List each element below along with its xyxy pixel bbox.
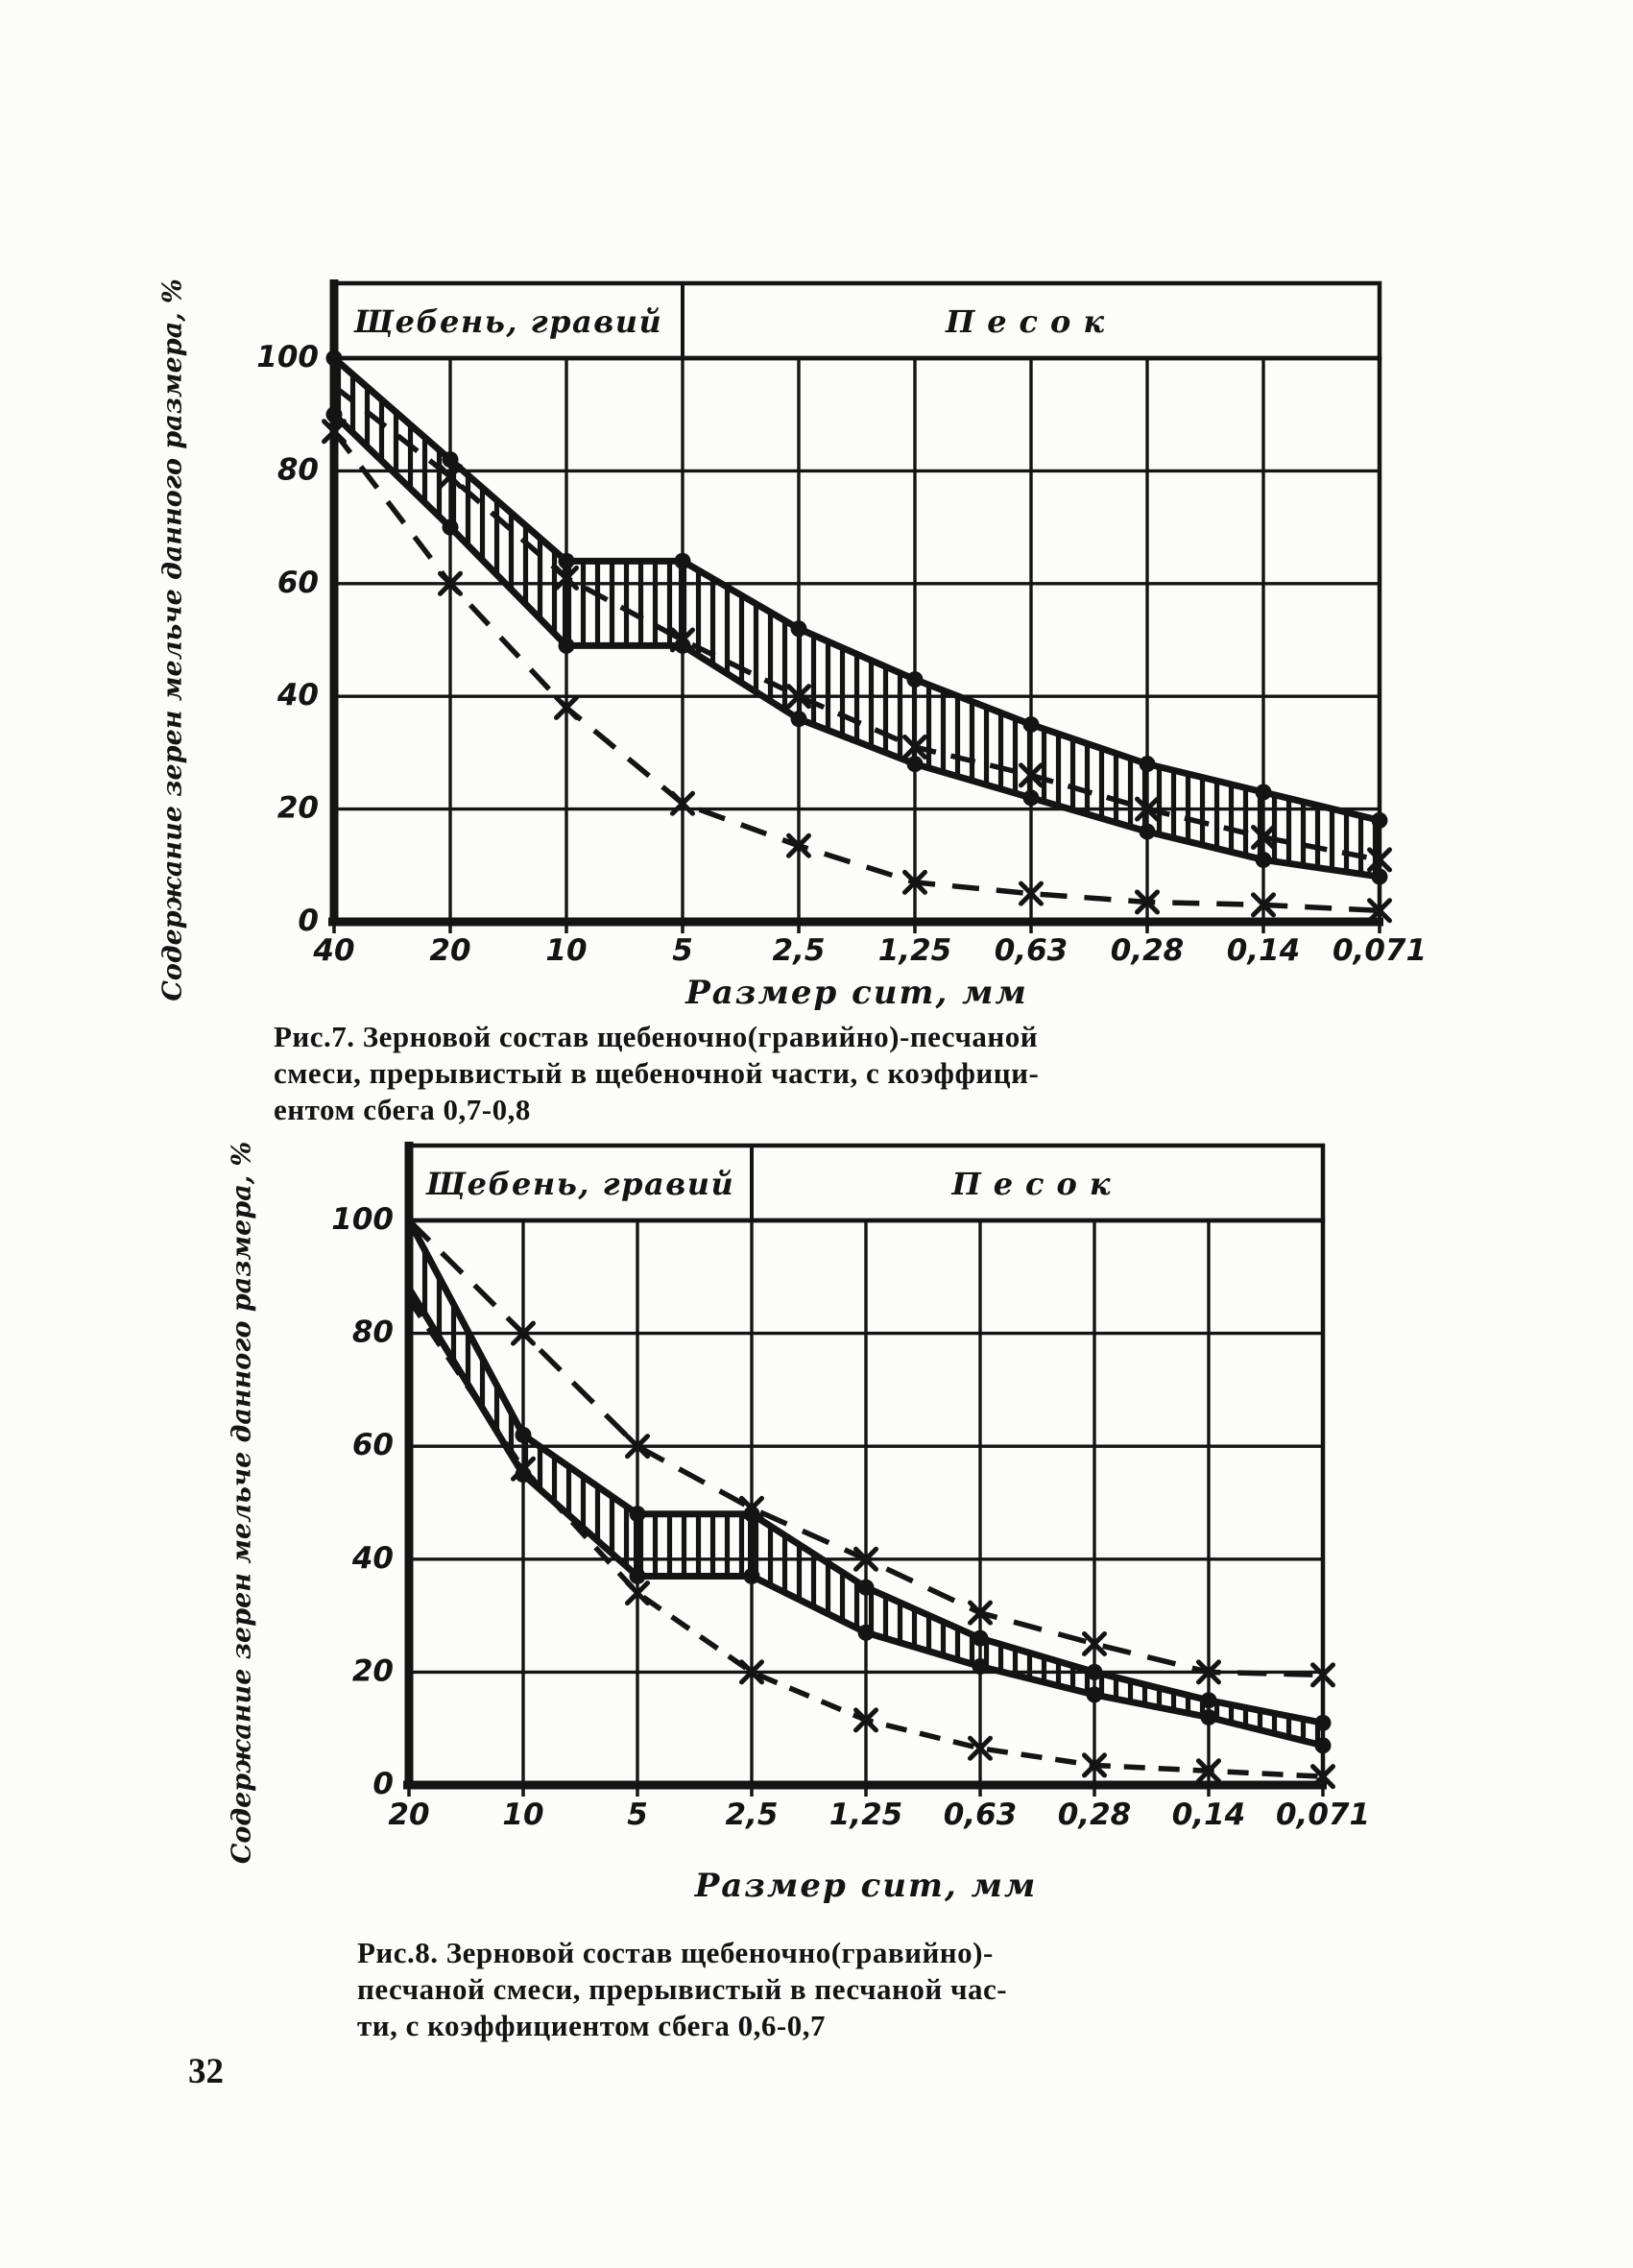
- svg-text:40: 40: [351, 1541, 394, 1576]
- svg-text:5: 5: [627, 1798, 648, 1832]
- fig8-caption-line1: Рис.8. Зерновой состав щебеночно(гравийн…: [357, 1936, 994, 1969]
- svg-text:Щебень, гравий: Щебень, гравий: [425, 1166, 735, 1202]
- svg-text:0,28: 0,28: [1058, 1798, 1132, 1832]
- svg-text:0,071: 0,071: [1333, 933, 1427, 968]
- svg-text:20: 20: [277, 791, 319, 826]
- svg-text:10: 10: [502, 1798, 543, 1832]
- svg-text:1,25: 1,25: [878, 933, 952, 968]
- fig7-grain-size-chart: Щебень, гравий Песок 40 20 10 5 2,5 1,25 0,63 0,2…: [123, 161, 1486, 1025]
- svg-text:10: 10: [545, 933, 587, 968]
- svg-text:80: 80: [277, 452, 319, 487]
- svg-text:60: 60: [277, 566, 319, 600]
- svg-text:0: 0: [372, 1767, 394, 1801]
- svg-text:40: 40: [312, 933, 354, 968]
- svg-text:2,5: 2,5: [773, 933, 826, 968]
- svg-text:2,5: 2,5: [726, 1798, 779, 1832]
- fig8-caption-line2: песчаной смеси, прерывистый в песчаной ч…: [357, 1972, 1008, 2006]
- svg-text:20: 20: [352, 1653, 394, 1688]
- fig8-grain-size-chart: Щебень, гравий Песок 20 10 5 2,5 1,25 0,63 0,28 0…: [142, 1093, 1486, 1920]
- fig8-caption: Рис.8. Зерновой состав щебеночно(гравийн…: [357, 1935, 1007, 2044]
- svg-text:Размер сит, мм: Размер сит, мм: [684, 974, 1028, 1012]
- svg-text:100: 100: [256, 340, 319, 374]
- svg-text:Содержание зерен мельче данног: Содержание зерен мельче данного размера,…: [228, 1142, 257, 1864]
- svg-text:0,63: 0,63: [995, 933, 1069, 968]
- svg-text:0,14: 0,14: [1172, 1798, 1246, 1832]
- fig7-caption-line3: ентом сбега 0,7-0,8: [274, 1093, 531, 1126]
- svg-text:100: 100: [331, 1202, 394, 1237]
- svg-text:Размер сит, мм: Размер сит, мм: [694, 1867, 1038, 1905]
- fig7-caption-line1: Рис.7. Зерновой состав щебеночно(гравийн…: [274, 1020, 1039, 1053]
- page-number: 32: [188, 2052, 224, 2091]
- svg-text:20: 20: [388, 1798, 429, 1832]
- svg-text:0,071: 0,071: [1276, 1798, 1370, 1832]
- svg-text:Щебень, гравий: Щебень, гравий: [353, 303, 663, 340]
- svg-text:0,28: 0,28: [1111, 933, 1185, 968]
- svg-text:0,63: 0,63: [944, 1798, 1018, 1832]
- svg-text:Содержание зерен мельче данног: Содержание зерен мельче данного размера,…: [158, 278, 188, 1001]
- svg-text:20: 20: [429, 933, 470, 968]
- svg-text:5: 5: [672, 933, 693, 968]
- svg-text:Песок: Песок: [945, 303, 1117, 340]
- svg-text:1,25: 1,25: [829, 1798, 903, 1832]
- svg-text:60: 60: [352, 1428, 394, 1462]
- svg-text:0: 0: [298, 904, 319, 938]
- svg-text:80: 80: [352, 1315, 394, 1350]
- svg-text:Песок: Песок: [950, 1166, 1122, 1202]
- fig8-caption-line3: ти, с коэффициентом сбега 0,6-0,7: [357, 2009, 826, 2042]
- fig7-caption: Рис.7. Зерновой состав щебеночно(гравийн…: [274, 1019, 1039, 1128]
- svg-text:0,14: 0,14: [1227, 933, 1301, 968]
- svg-text:40: 40: [276, 678, 319, 712]
- fig7-caption-line2: смеси, прерывистый в щебеночной части, с…: [274, 1056, 1040, 1090]
